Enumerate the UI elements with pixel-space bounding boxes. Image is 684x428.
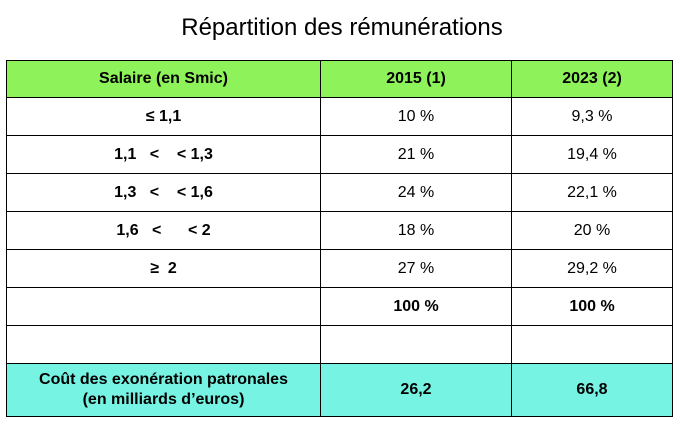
page-title: Répartition des rémunérations <box>181 14 503 41</box>
value-2023-cell: 22,1 % <box>511 173 673 212</box>
table-row: ≥ 2 27 % 29,2 % <box>6 249 673 288</box>
empty-cell <box>6 325 321 364</box>
range-cell: ≥ 2 <box>6 249 321 288</box>
table-row: 1,3 < < 1,6 24 % 22,1 % <box>6 173 673 212</box>
value-2023-cell: 9,3 % <box>511 97 673 136</box>
table-header-row: Salaire (en Smic) 2015 (1) 2023 (2) <box>6 60 673 98</box>
total-2023-cell: 100 % <box>511 287 673 326</box>
range-cell: 1,3 < < 1,6 <box>6 173 321 212</box>
value-2015-cell: 24 % <box>320 173 512 212</box>
empty-cell <box>320 325 512 364</box>
value-2015-cell: 21 % <box>320 135 512 174</box>
value-2023-cell: 19,4 % <box>511 135 673 174</box>
value-2023-cell: 20 % <box>511 211 673 250</box>
header-2023: 2023 (2) <box>511 60 673 98</box>
footer-label-line1: Coût des exonération patronales <box>39 371 288 388</box>
footer-2023-cell: 66,8 <box>511 363 673 417</box>
value-2015-cell: 18 % <box>320 211 512 250</box>
empty-row <box>6 325 673 364</box>
table-row: 1,6 < < 2 18 % 20 % <box>6 211 673 250</box>
remuneration-table: Salaire (en Smic) 2015 (1) 2023 (2) ≤ 1,… <box>6 60 673 417</box>
empty-cell <box>511 325 673 364</box>
range-cell <box>6 287 321 326</box>
total-2015-cell: 100 % <box>320 287 512 326</box>
value-2015-cell: 27 % <box>320 249 512 288</box>
table-row: 1,1 < < 1,3 21 % 19,4 % <box>6 135 673 174</box>
footer-row: Coût des exonération patronales (en mill… <box>6 363 673 417</box>
footer-label-cell: Coût des exonération patronales (en mill… <box>6 363 321 417</box>
range-cell: 1,6 < < 2 <box>6 211 321 250</box>
header-2015: 2015 (1) <box>320 60 512 98</box>
value-2023-cell: 29,2 % <box>511 249 673 288</box>
footer-label-line2: (en milliards d’euros) <box>82 391 245 408</box>
footer-2015-cell: 26,2 <box>320 363 512 417</box>
table-row: ≤ 1,1 10 % 9,3 % <box>6 97 673 136</box>
header-salaire: Salaire (en Smic) <box>6 60 321 98</box>
value-2015-cell: 10 % <box>320 97 512 136</box>
range-cell: ≤ 1,1 <box>6 97 321 136</box>
total-row: 100 % 100 % <box>6 287 673 326</box>
range-cell: 1,1 < < 1,3 <box>6 135 321 174</box>
